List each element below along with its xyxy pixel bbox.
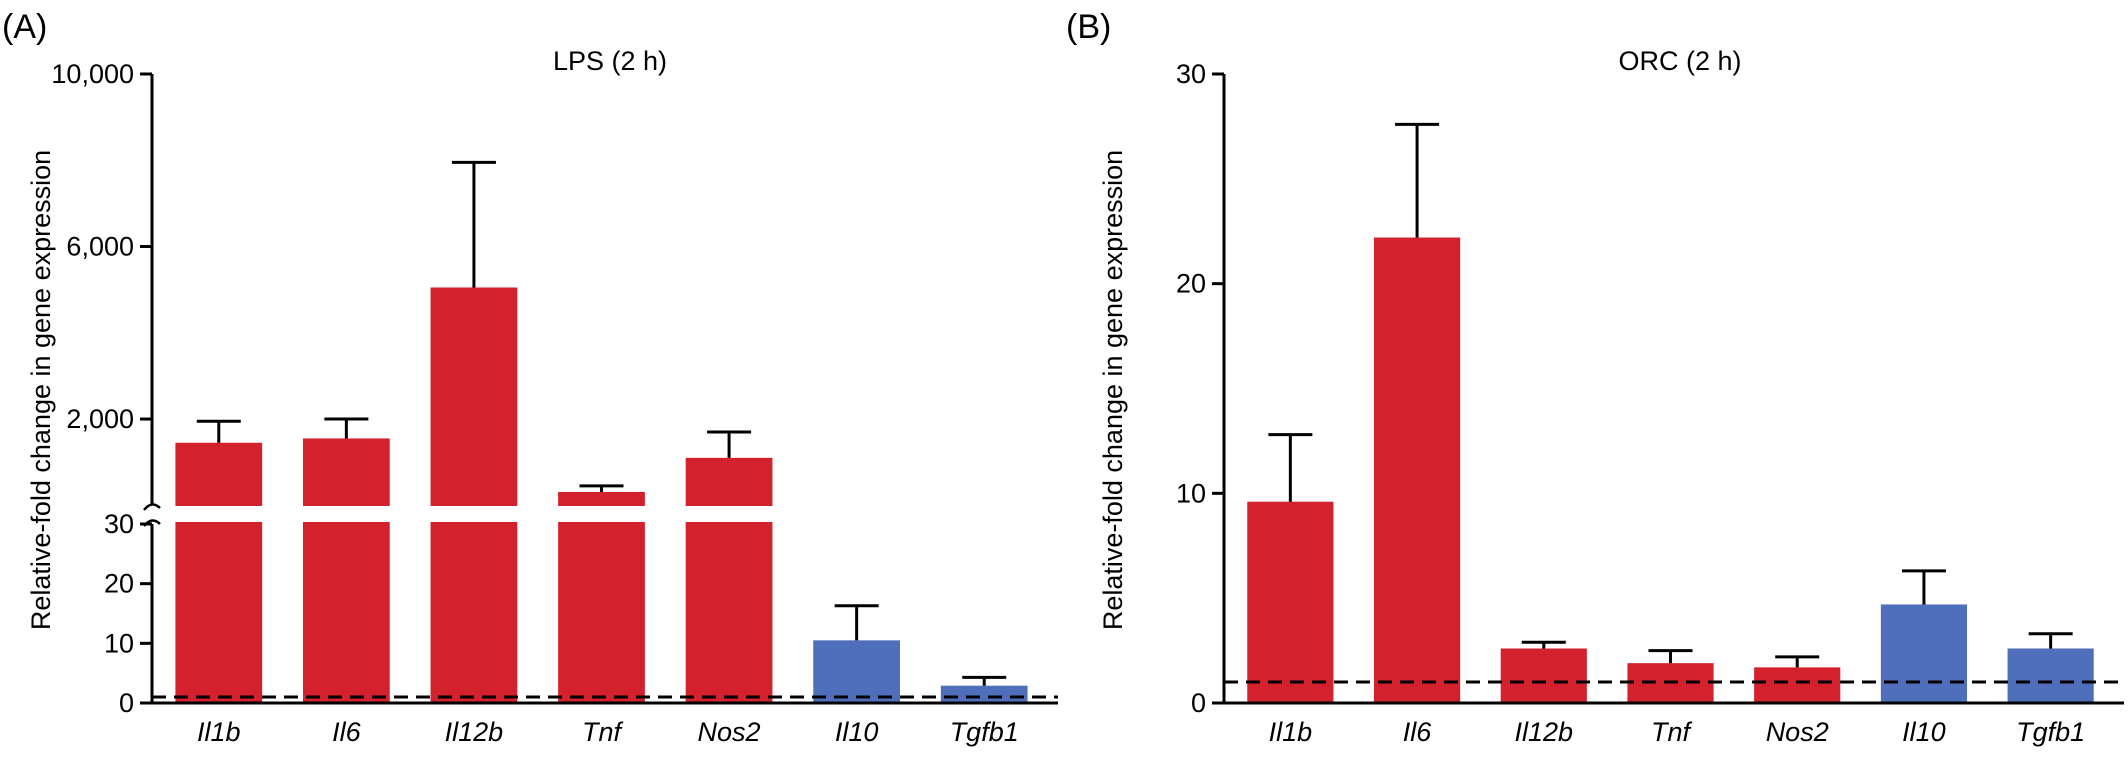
panel-b-bar-Il10 bbox=[1880, 604, 1968, 703]
panel-a-bar-Tgfb1 bbox=[940, 685, 1028, 703]
panel-a-x-tick-label-Il1b: Il1b bbox=[197, 717, 241, 747]
panel-a-label: (A) bbox=[2, 8, 47, 46]
panel-b-x-tick-label-Il10: Il10 bbox=[1902, 717, 1946, 747]
panel-a-x-tick-label-Tnf: Tnf bbox=[582, 717, 624, 747]
panel-a-y-tick-label-20: 20 bbox=[104, 569, 134, 599]
panel-b-y-tick-label-20: 20 bbox=[1176, 269, 1206, 299]
panel-a-y-axis-label: Relative-fold change in gene expression bbox=[26, 150, 56, 630]
panel-a-bar-Il10 bbox=[813, 640, 901, 703]
panel-b-y-tick-label-10: 10 bbox=[1176, 478, 1206, 508]
panel-a-x-tick-label-Il12b: Il12b bbox=[445, 717, 504, 747]
panel-a-title: LPS (2 h) bbox=[553, 46, 667, 76]
panel-b-label: (B) bbox=[1066, 8, 1111, 46]
panel-b-title: ORC (2 h) bbox=[1618, 46, 1741, 76]
panel-b-bar-Il1b bbox=[1247, 501, 1334, 703]
panel-a-bar-Il1b bbox=[175, 442, 263, 703]
panel-b-bar-Nos2 bbox=[1754, 667, 1841, 703]
panel-b-bar-Il12b bbox=[1500, 648, 1587, 703]
panel-a-y-tick-label-10000: 10,000 bbox=[51, 59, 134, 89]
panel-a-x-tick-label-Nos2: Nos2 bbox=[698, 717, 761, 747]
panel-a-x-tick-label-Tgfb1: Tgfb1 bbox=[950, 717, 1019, 747]
panel-a-bar-Il12b bbox=[430, 287, 518, 703]
panel-a: (A) LPS (2 h) Relative-fold change in ge… bbox=[2, 8, 1058, 747]
panel-a-axis-break-gap bbox=[148, 506, 1048, 522]
panel-a-bar-Nos2 bbox=[685, 457, 773, 703]
panel-a-y-tick-label-10: 10 bbox=[104, 628, 134, 658]
panel-b-x-tick-label-Il12b: Il12b bbox=[1515, 717, 1574, 747]
panel-b-plot: Il1b Il6 Il12b Tnf Nos2 Il10 Tgfb1 0 10 20 30 bbox=[1176, 59, 2124, 747]
panel-a-bar-Tnf bbox=[558, 491, 645, 703]
panel-a-y-tick-label-6000: 6,000 bbox=[66, 232, 134, 262]
panel-a-bar-Il6 bbox=[302, 438, 390, 703]
panel-a-axis-break-mark-upper bbox=[143, 503, 161, 511]
panel-b-x-tick-label-Il1b: Il1b bbox=[1269, 717, 1313, 747]
panel-b-bar-Il6 bbox=[1373, 237, 1461, 704]
panel-a-y-tick-label-0: 0 bbox=[119, 688, 134, 718]
panel-b-x-tick-label-Tnf: Tnf bbox=[1651, 717, 1693, 747]
panel-a-plot: Il1b Il6 Il12b Tnf Nos2 Il10 Tgfb1 0 10 20 30 2,000… bbox=[51, 59, 1058, 747]
panel-b-bar-Tgfb1 bbox=[2007, 648, 2094, 703]
panel-b-x-tick-label-Il6: Il6 bbox=[1403, 717, 1433, 747]
panel-a-x-tick-label-Il10: Il10 bbox=[835, 717, 879, 747]
panel-b: (B) ORC (2 h) Relative-fold change in ge… bbox=[1066, 8, 2124, 747]
panel-b-y-tick-label-30: 30 bbox=[1176, 59, 1206, 89]
panel-b-y-tick-label-0: 0 bbox=[1191, 688, 1206, 718]
panel-a-x-tick-label-Il6: Il6 bbox=[332, 717, 362, 747]
panel-a-y-tick-label-30: 30 bbox=[104, 509, 134, 539]
panel-b-y-axis-label: Relative-fold change in gene expression bbox=[1098, 150, 1128, 630]
panel-b-x-tick-label-Tgfb1: Tgfb1 bbox=[2016, 717, 2085, 747]
panel-b-x-tick-label-Nos2: Nos2 bbox=[1766, 717, 1829, 747]
panel-a-y-tick-label-2000: 2,000 bbox=[66, 404, 134, 434]
